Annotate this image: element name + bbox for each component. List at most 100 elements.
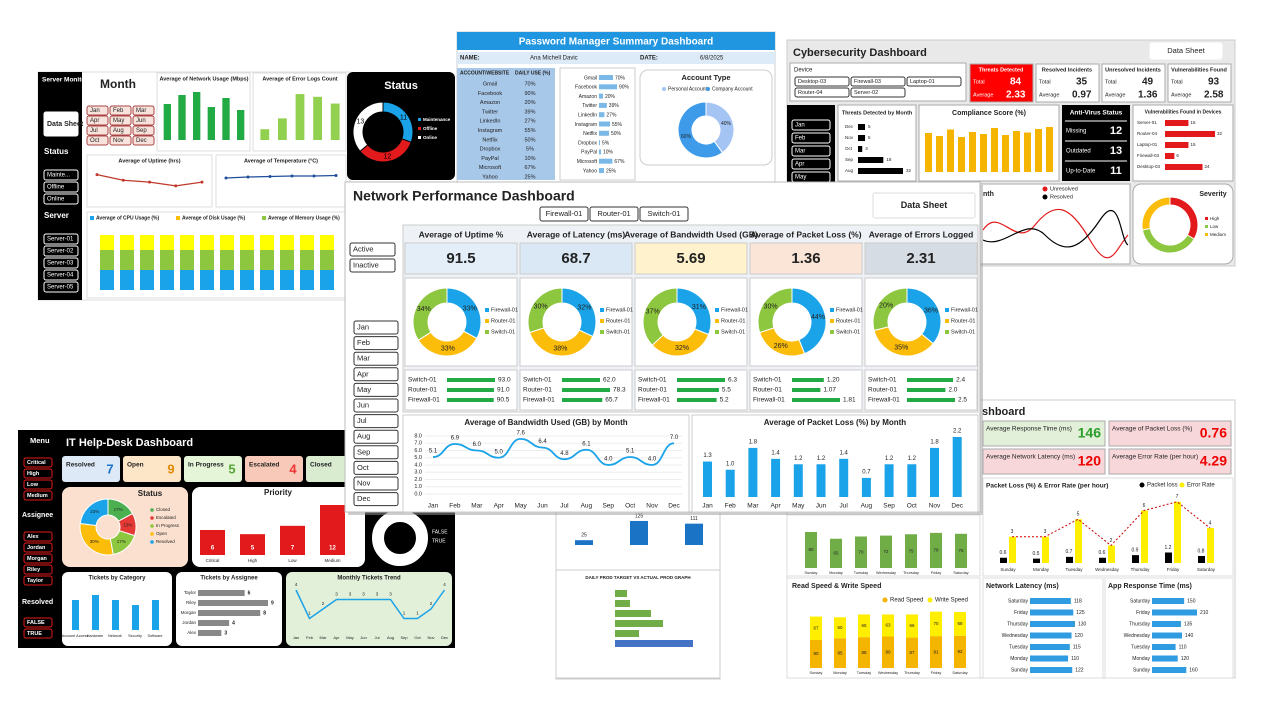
bar: [330, 103, 340, 140]
button[interactable]: [109, 135, 132, 146]
donut-label: 44%: [811, 314, 825, 321]
button[interactable]: [23, 564, 53, 575]
legend-swatch: [830, 308, 834, 312]
bar: [599, 168, 604, 173]
donut-label: 33%: [463, 305, 477, 312]
button[interactable]: [589, 206, 639, 222]
button[interactable]: [906, 76, 962, 87]
bar: [925, 133, 932, 172]
button[interactable]: [23, 479, 53, 490]
button[interactable]: [86, 125, 109, 136]
button[interactable]: [43, 169, 79, 181]
button[interactable]: [23, 468, 53, 479]
label: Friday: [1136, 610, 1150, 616]
button[interactable]: [353, 336, 399, 351]
button[interactable]: [109, 115, 132, 126]
button[interactable]: [43, 111, 79, 137]
bar-value: 1.2: [817, 456, 826, 462]
button[interactable]: [353, 476, 399, 491]
deco-bar: [160, 270, 174, 290]
button[interactable]: [86, 135, 109, 146]
button[interactable]: [639, 206, 689, 222]
button[interactable]: [872, 192, 976, 219]
bar-label: Instagram: [575, 122, 597, 128]
button[interactable]: [794, 87, 850, 98]
bar-value: 70: [933, 621, 939, 626]
button[interactable]: [132, 105, 155, 116]
button[interactable]: [43, 233, 79, 245]
button[interactable]: [23, 457, 53, 468]
button[interactable]: [850, 76, 906, 87]
button[interactable]: [353, 398, 399, 413]
bar-value: 27%: [606, 113, 617, 119]
kpi-label: Average of Latency (ms): [527, 229, 626, 239]
button[interactable]: [353, 492, 399, 507]
button[interactable]: [353, 414, 399, 429]
button[interactable]: [353, 429, 399, 444]
deco-bar: [100, 250, 114, 270]
bar-label: Facebook: [575, 85, 597, 91]
panel: [215, 154, 347, 208]
button[interactable]: [349, 258, 396, 273]
cell: 90%: [524, 91, 535, 97]
button[interactable]: [353, 351, 399, 366]
button[interactable]: [43, 257, 79, 269]
bar: [677, 388, 719, 392]
button[interactable]: [43, 245, 79, 257]
button-label: Oct: [357, 463, 370, 472]
line: [432, 437, 675, 466]
button[interactable]: [353, 367, 399, 382]
button[interactable]: [791, 119, 831, 131]
legend-swatch: [882, 597, 888, 603]
legend-swatch: [830, 319, 834, 323]
button[interactable]: [850, 87, 906, 98]
donut-label: 34%: [417, 306, 431, 313]
button[interactable]: [132, 125, 155, 136]
button[interactable]: [23, 542, 53, 553]
bar: [1152, 644, 1176, 650]
button[interactable]: [23, 575, 53, 586]
button[interactable]: [23, 531, 53, 542]
button[interactable]: [791, 158, 831, 170]
button[interactable]: [353, 382, 399, 397]
button[interactable]: [132, 115, 155, 126]
bar: [92, 595, 99, 630]
button[interactable]: [23, 617, 53, 628]
button[interactable]: [43, 269, 79, 281]
button[interactable]: [23, 628, 53, 639]
button[interactable]: [353, 460, 399, 475]
button[interactable]: [109, 105, 132, 116]
deco-bar: [220, 250, 234, 270]
button[interactable]: [86, 105, 109, 116]
button[interactable]: [43, 181, 79, 193]
point-label: 6.9: [451, 436, 460, 442]
panel: [519, 242, 633, 275]
button[interactable]: [349, 242, 396, 257]
button[interactable]: [43, 281, 79, 293]
button[interactable]: [43, 193, 79, 205]
donut-label: 38%: [553, 345, 567, 352]
button[interactable]: [539, 206, 589, 222]
button[interactable]: [109, 125, 132, 136]
cell: 5%: [526, 147, 534, 153]
legend-swatch: [90, 216, 94, 220]
button[interactable]: [23, 553, 53, 564]
button[interactable]: [794, 76, 850, 87]
bar: [858, 637, 870, 668]
legend-label: Firewall-01: [491, 307, 518, 313]
button-label: Router-04: [798, 90, 822, 96]
button[interactable]: [86, 115, 109, 126]
button[interactable]: [353, 445, 399, 460]
button[interactable]: [1149, 42, 1223, 60]
button[interactable]: [791, 132, 831, 144]
card: [62, 456, 120, 482]
button[interactable]: [132, 135, 155, 146]
button[interactable]: [353, 320, 399, 335]
button[interactable]: [791, 145, 831, 157]
kpi-label: Average of Uptime %: [419, 229, 504, 239]
deco-bar: [200, 235, 214, 250]
button[interactable]: [23, 490, 53, 501]
panel-title: Network Performance Dashboard: [353, 188, 575, 204]
bar: [858, 146, 863, 152]
legend-swatch: [485, 319, 489, 323]
